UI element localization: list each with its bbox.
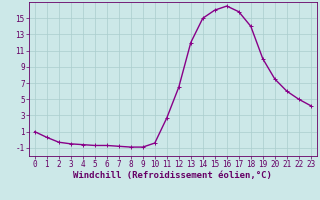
- X-axis label: Windchill (Refroidissement éolien,°C): Windchill (Refroidissement éolien,°C): [73, 171, 272, 180]
